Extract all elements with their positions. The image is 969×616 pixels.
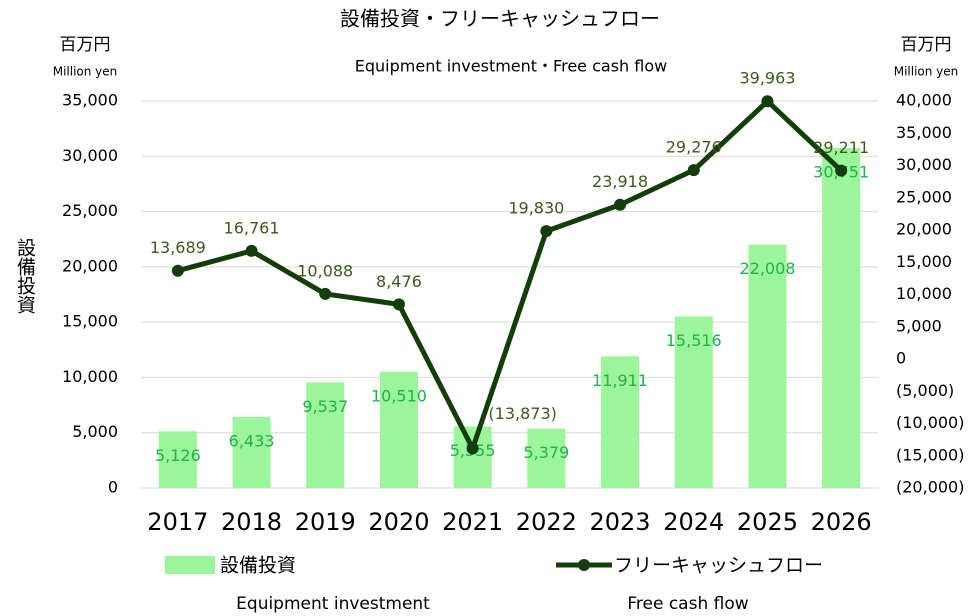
y2-tick-label: 0 <box>896 349 906 368</box>
chart-title: 設備投資・フリーキャッシュフロー <box>340 7 660 31</box>
bar-value-label: 5,379 <box>523 443 569 462</box>
legend-swatch-dot <box>578 559 590 571</box>
x-tick-label: 2018 <box>221 508 282 536</box>
y2-tick-label: 35,000 <box>896 123 952 142</box>
bar-value-label: 11,911 <box>592 371 648 390</box>
y-tick-label: 30,000 <box>62 146 118 165</box>
y2-tick-label: (20,000) <box>896 478 964 497</box>
line-point <box>761 95 774 108</box>
line-point <box>171 264 184 277</box>
line-point <box>466 442 479 455</box>
y-unit-en: Million yen <box>53 65 118 79</box>
y2-tick-label: 10,000 <box>896 284 952 303</box>
bar <box>306 382 345 488</box>
legend-label-en: Free cash flow <box>627 594 748 614</box>
line-value-label: 16,761 <box>224 218 280 237</box>
y-axis-label: 設備投資 <box>14 238 36 314</box>
line-value-label: (13,873) <box>488 404 556 423</box>
y2-tick-label: 5,000 <box>896 316 942 335</box>
line-point <box>540 225 553 238</box>
legend-label: 設備投資 <box>220 555 296 577</box>
y2-tick-label: 20,000 <box>896 220 952 239</box>
bar-value-label: 22,008 <box>739 259 795 278</box>
line-value-label: 29,276 <box>666 138 722 157</box>
y2-tick-label: (10,000) <box>896 413 964 432</box>
legend-swatch-bar <box>165 556 215 574</box>
y-tick-label: 15,000 <box>62 312 118 331</box>
bar <box>232 416 271 488</box>
line-value-label: 23,918 <box>592 172 648 191</box>
x-tick-label: 2024 <box>663 508 724 536</box>
bar <box>158 431 197 488</box>
y2-tick-label: 40,000 <box>896 91 952 110</box>
line-value-label: 39,963 <box>739 69 795 88</box>
line-value-label: 19,830 <box>508 199 564 218</box>
x-tick-label: 2017 <box>147 508 208 536</box>
y2-tick-label: (5,000) <box>896 381 954 400</box>
line-value-label: 10,088 <box>297 261 353 280</box>
bar-value-label: 9,537 <box>302 397 348 416</box>
bar <box>601 356 640 488</box>
line-point <box>614 198 627 211</box>
y2-unit: 百万円 <box>901 35 952 55</box>
line-point <box>687 164 700 177</box>
y-tick-label: 5,000 <box>72 422 118 441</box>
y-tick-label: 0 <box>108 478 118 497</box>
y-tick-label: 25,000 <box>62 201 118 220</box>
legend-label-en: Equipment investment <box>236 594 430 614</box>
x-tick-label: 2019 <box>295 508 356 536</box>
bar <box>527 428 566 488</box>
bar <box>453 426 492 488</box>
y2-unit-en: Million yen <box>894 65 959 79</box>
y-tick-label: 10,000 <box>62 367 118 386</box>
line-point <box>835 164 848 177</box>
bar-value-label: 15,516 <box>666 331 722 350</box>
bar-value-label: 10,510 <box>371 386 427 405</box>
line-point <box>392 298 405 311</box>
line-point <box>245 244 258 257</box>
y2-tick-label: (15,000) <box>896 445 964 464</box>
bar <box>379 371 418 488</box>
x-tick-label: 2021 <box>442 508 503 536</box>
chart-subtitle: Equipment investment・Free cash flow <box>355 57 667 76</box>
x-tick-label: 2025 <box>737 508 798 536</box>
legend-label: フリーキャッシュフロー <box>614 555 823 577</box>
bar-value-label: 5,126 <box>155 446 201 465</box>
x-tick-label: 2026 <box>811 508 872 536</box>
line-point <box>319 287 332 300</box>
y2-tick-label: 30,000 <box>896 155 952 174</box>
x-tick-label: 2023 <box>590 508 651 536</box>
bar-value-label: 6,433 <box>229 431 275 450</box>
y-unit: 百万円 <box>60 35 111 55</box>
line-value-label: 29,211 <box>813 138 869 157</box>
y2-tick-label: 15,000 <box>896 252 952 271</box>
x-tick-label: 2020 <box>368 508 429 536</box>
y-tick-label: 35,000 <box>62 91 118 110</box>
y-tick-label: 20,000 <box>62 256 118 275</box>
bar <box>822 147 861 488</box>
line-value-label: 13,689 <box>150 238 206 257</box>
bar <box>674 316 713 488</box>
line-value-label: 8,476 <box>376 272 422 291</box>
line <box>177 98 843 451</box>
y2-tick-label: 25,000 <box>896 187 952 206</box>
x-tick-label: 2022 <box>516 508 577 536</box>
bar <box>748 244 787 488</box>
